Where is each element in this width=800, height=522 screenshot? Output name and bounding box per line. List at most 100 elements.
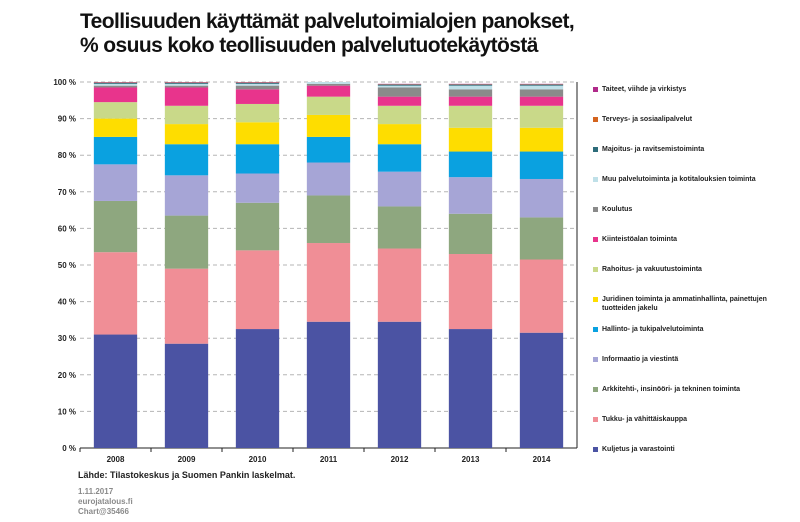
footer-site: eurojatalous.fi (78, 497, 133, 506)
x-tick-label: 2010 (249, 455, 267, 464)
bar-segment (164, 175, 209, 216)
bar-segment (519, 217, 564, 260)
bar-segment (519, 105, 564, 128)
y-tick-label: 70 % (58, 188, 76, 197)
x-tick-label: 2013 (462, 455, 480, 464)
bar-segment (306, 85, 351, 97)
legend-label: Informaatio ja viestintä (602, 356, 679, 363)
legend-label: Majoitus- ja ravitsemistoiminta (602, 146, 705, 153)
legend-label: Hallinto- ja tukipalvelutoiminta (602, 326, 704, 333)
bar-segment (519, 127, 564, 152)
bar-segment (235, 144, 280, 174)
bar-segment (448, 85, 493, 90)
bar-segment (93, 85, 138, 88)
bar-segment (519, 151, 564, 179)
legend-swatch (593, 177, 598, 182)
bar-segment (306, 195, 351, 244)
legend-label: Taiteet, viihde ja virkistys (602, 86, 687, 93)
legend-label: Rahoitus- ja vakuutustoiminta (602, 266, 702, 273)
bar-segment (306, 162, 351, 196)
bar-segment (235, 83, 280, 86)
bar-segment (164, 124, 209, 145)
bar-segment (164, 85, 209, 88)
bar-segment (448, 213, 493, 255)
bar-segment (93, 83, 138, 86)
bar-segment (306, 136, 351, 163)
bar-segment (235, 89, 280, 104)
x-tick-label: 2011 (320, 455, 338, 464)
bar-segment (93, 82, 138, 84)
bar-segment (164, 82, 209, 84)
bar-segment (519, 84, 564, 86)
legend-swatch (593, 117, 598, 122)
x-tick-label: 2012 (391, 455, 409, 464)
bar-segment (164, 343, 209, 448)
x-tick-label: 2008 (107, 455, 125, 464)
legend-label: Muu palvelutoiminta ja kotitalouksien to… (602, 176, 756, 183)
bar-segment (519, 259, 564, 333)
bar-segment (377, 321, 422, 448)
bar-segment (164, 268, 209, 344)
legend-swatch (593, 417, 598, 422)
y-tick-label: 50 % (58, 261, 76, 270)
bar-segment (377, 84, 422, 86)
bar-segment (377, 105, 422, 125)
y-tick-label: 20 % (58, 371, 76, 380)
legend-label: Terveys- ja sosiaalipalvelut (602, 116, 693, 123)
y-tick-label: 60 % (58, 224, 76, 233)
bar-segment (306, 243, 351, 322)
bar-segment (448, 254, 493, 330)
y-tick-label: 10 % (58, 407, 76, 416)
bar-segment (448, 151, 493, 178)
x-tick-label: 2009 (178, 455, 196, 464)
x-tick-label: 2014 (533, 455, 551, 464)
legend-swatch (593, 147, 598, 152)
legend-swatch (593, 327, 598, 332)
bar-segment (235, 329, 280, 448)
bar-segment (377, 124, 422, 145)
bar-segment (93, 334, 138, 448)
source-note: Lähde: Tilastokeskus ja Suomen Pankin la… (78, 470, 296, 480)
bar-segment (377, 171, 422, 207)
bar-segment (306, 82, 351, 84)
bar-segment (519, 85, 564, 90)
bar-segment (377, 87, 422, 97)
bar-segment (235, 122, 280, 145)
legend-label: Kiinteistöalan toiminta (602, 236, 678, 243)
legend-swatch (593, 207, 598, 212)
bar-segment (448, 84, 493, 86)
chart-title-line-1: Teollisuuden käyttämät palvelutoimialoje… (80, 10, 575, 33)
bar-segment (93, 164, 138, 201)
footer-date: 1.11.2017 (78, 487, 114, 496)
bar-segment (235, 173, 280, 203)
bar-segment (93, 200, 138, 253)
bar-segment (164, 105, 209, 125)
bar-segment (235, 85, 280, 90)
bar-segment (519, 96, 564, 106)
footer: 1.11.2017 eurojatalous.fi Chart@35466 (78, 487, 133, 517)
footer-chart-id: Chart@35466 (78, 507, 129, 516)
bar-segment (377, 96, 422, 106)
bar-segment (377, 85, 422, 88)
legend-swatch (593, 357, 598, 362)
bar-segment (164, 87, 209, 106)
bar-segment (93, 102, 138, 119)
legend-label: Juridinen toiminta ja ammatinhallinta, p… (602, 296, 767, 312)
bar-segment (235, 82, 280, 84)
bar-segment (519, 178, 564, 218)
legend-swatch (593, 267, 598, 272)
legend-swatch (593, 387, 598, 392)
bar-segment (306, 96, 351, 115)
legend-swatch (593, 237, 598, 242)
legend-swatch (593, 297, 598, 302)
legend-swatch (593, 87, 598, 92)
legend-label: Kuljetus ja varastointi (602, 446, 675, 453)
bar-segment (306, 114, 351, 137)
bar-segment (93, 136, 138, 165)
y-tick-label: 100 % (53, 78, 76, 87)
bar-segment (93, 118, 138, 137)
y-tick-label: 90 % (58, 115, 76, 124)
legend-swatch (593, 447, 598, 452)
bar-segment (448, 89, 493, 97)
